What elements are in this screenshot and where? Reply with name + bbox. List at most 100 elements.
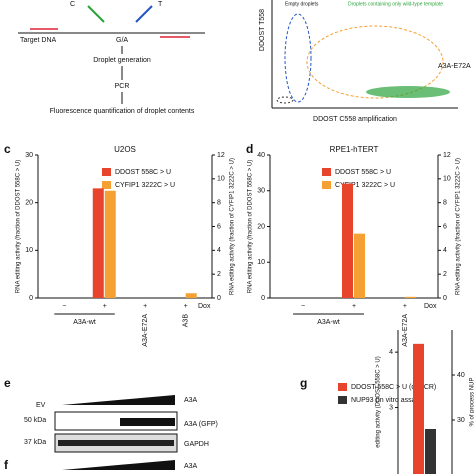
x-tick-label: + [184,303,188,310]
axis-label: DDOST T558 [259,9,266,51]
droplet-cluster [366,86,450,98]
y-tick-label: 40 [257,152,265,159]
y2-tick-label: 12 [443,152,451,159]
group-label: A3A-E72A [142,314,149,347]
y2-tick-label: 4 [217,247,221,254]
y-tick-label: 4 [389,349,393,356]
legend-swatch [102,168,111,176]
legend-label: CYFIP1 3222C > U [115,182,175,189]
y2-tick-label: 8 [217,200,221,207]
treatment-label: A3A [184,397,198,404]
legend-label: CYFIP1 3222C > U [335,182,395,189]
lane-label: EV [36,402,46,409]
condition-label: Dox [424,303,437,310]
y-tick-label: 20 [257,223,265,230]
probe-arrow [87,5,105,23]
step: Droplet generation [93,57,151,64]
droplet-cluster [276,96,294,104]
legend-swatch [322,168,331,176]
y2-tick-label: 40 [457,372,465,379]
sample-label: A3A-E72A [438,63,471,70]
chart-title: U2OS [114,145,136,154]
y2-tick-label: 2 [443,271,447,278]
bar [404,296,416,298]
panel-label: e [4,376,11,390]
panel-label: c [4,142,11,156]
dna-label: Target DNA [20,37,57,44]
band [120,418,175,426]
bar [413,343,424,474]
y-tick-label: 10 [257,259,265,266]
x-tick-label: + [403,303,407,310]
legend-swatch [322,181,331,189]
panel-label: f [4,458,9,472]
y2-tick-label: 0 [217,295,221,302]
y-tick-label: 0 [261,295,265,302]
y-tick-label: 0 [29,295,33,302]
marker: 50 kDa [24,417,46,424]
legend-swatch [102,181,111,189]
treatment-label: A3A [184,463,198,470]
y-tick-label: 3 [389,404,393,411]
group-label: A3A-wt [317,319,340,326]
y2-tick-label: 10 [443,176,451,183]
x-tick-label: + [103,303,107,310]
y2-tick-label: 6 [443,223,447,230]
legend-swatch [338,383,347,391]
gate [306,25,444,99]
panel-label: d [246,142,253,156]
band [58,440,174,446]
step: PCR [115,83,130,90]
band-label: A3A (GFP) [184,421,218,428]
y2-tick-label: 0 [443,295,447,302]
group-label: A3A-wt [73,319,96,326]
annotation: Droplets containing only wild-type templ… [348,1,443,7]
gradient-wedge [62,460,175,470]
y-axis-label: editing activity (DDOST 558C > U) [376,356,382,447]
bar [104,190,116,298]
gate [284,13,312,103]
base-label: T [158,1,163,8]
group-label: A3B [183,314,190,328]
y-axis-label: RNA editing activity (fraction of DDOST … [248,160,254,293]
workflow-diagram: C T Target DNA G/A Droplet generation PC… [18,1,205,115]
y-tick-label: 30 [257,188,265,195]
annotation: Empty droplets [285,1,319,7]
gradient-wedge [62,395,175,405]
y-tick-label: 10 [25,247,33,254]
droplet-plot: DDOST T558 DDOST C558 amplification Empt… [259,0,471,123]
bar [342,183,353,298]
y2-axis-label: RNA editing activity (fraction of CYFIP1… [456,158,462,295]
y-tick-label: 30 [25,152,33,159]
step: Fluorescence quantification of droplet c… [50,108,195,115]
y2-tick-label: 10 [217,176,225,183]
band-label: GAPDH [184,441,209,448]
legend-label: NUP93 (In vitro assay) [351,397,421,404]
base-label: C [70,1,75,8]
probe-arrow [135,5,153,23]
y-axis-label: RNA editing activity (fraction of DDOST … [16,160,22,293]
bar [425,429,436,474]
panel-label: g [300,376,307,390]
y2-tick-label: 4 [443,247,447,254]
y2-tick-label: 6 [217,223,221,230]
group-label: A3A-E72A [402,314,409,347]
x-tick-label: − [62,303,66,310]
y2-tick-label: 30 [457,417,465,424]
legend-swatch [338,396,347,404]
bar [354,233,365,298]
y2-tick-label: 12 [217,152,225,159]
bar [185,293,197,298]
legend-label: DDOST 558C > U (ddPCR) [351,384,436,391]
y2-tick-label: 2 [217,271,221,278]
y2-axis-label: RNA editing activity (fraction of CYFIP1… [230,158,236,295]
axis-label: DDOST C558 amplification [313,116,397,123]
allele-label: G/A [116,37,128,44]
y2-tick-label: 8 [443,200,447,207]
y-tick-label: 20 [25,200,33,207]
legend-label: DDOST 558C > U [335,169,391,176]
x-tick-label: + [352,303,356,310]
condition-label: Dox [198,303,211,310]
blot: EV A3A 50 kDa A3A (GFP) 37 kDa GAPDH A3A [24,395,218,470]
